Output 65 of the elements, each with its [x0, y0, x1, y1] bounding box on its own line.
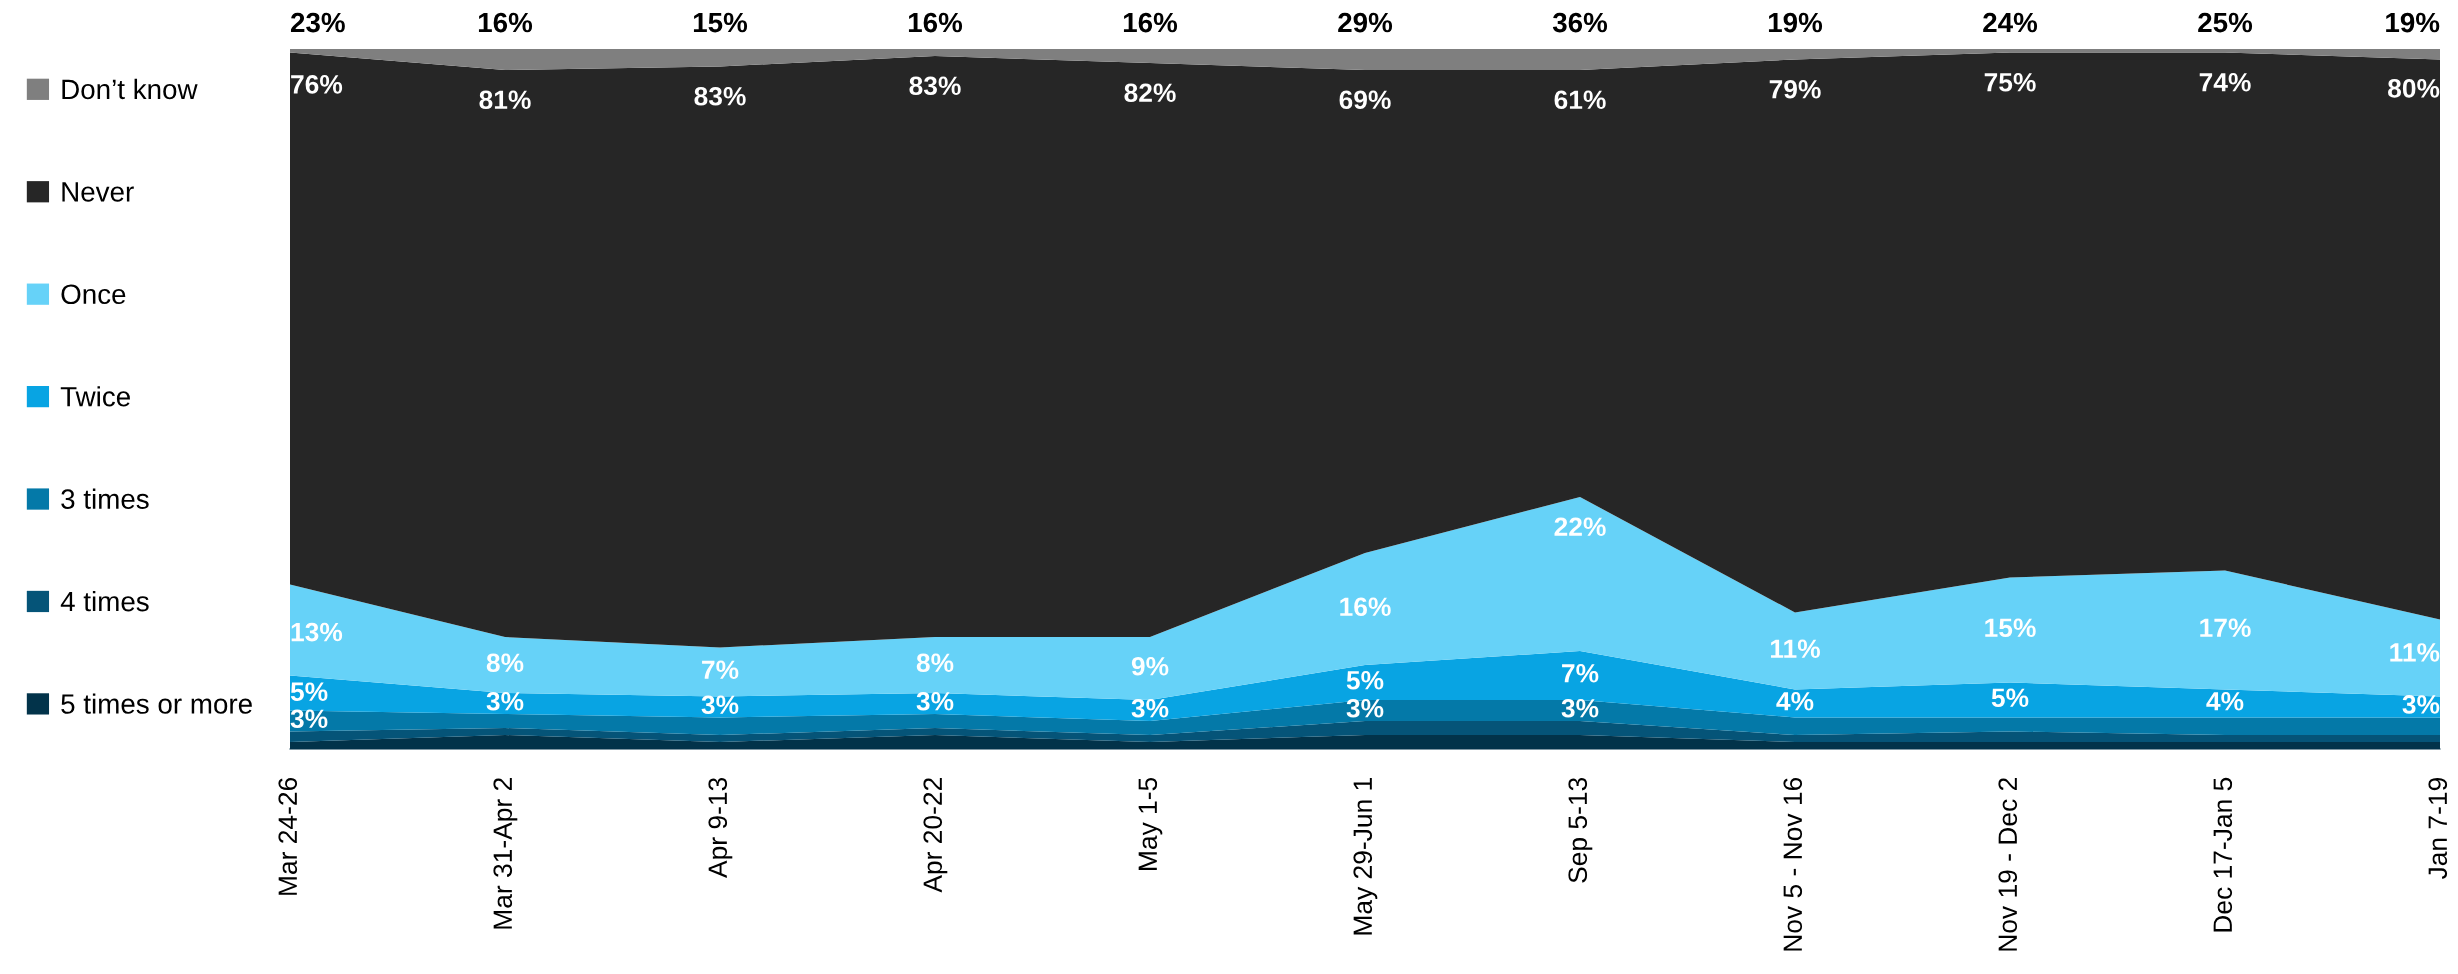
x-tick-label: Sep 5-13: [1568, 777, 1593, 883]
data-label: 13%: [291, 622, 343, 642]
data-label: 15%: [1985, 618, 2036, 638]
data-label: 61%: [1554, 90, 1606, 110]
text: 23%: [290, 12, 345, 33]
data-label: 3%: [290, 709, 328, 729]
data-label: 11%: [2390, 643, 2440, 662]
data-label: 3%: [1131, 698, 1169, 718]
legend-label: 4 times: [60, 590, 149, 612]
text: 16%: [908, 12, 963, 33]
text: 29%: [1338, 12, 1393, 33]
text: 36%: [1552, 12, 1608, 33]
data-label: 11%: [1770, 639, 1820, 659]
data-label: 79%: [1769, 79, 1821, 99]
data-label: 7%: [1562, 663, 1599, 683]
data-label: 83%: [694, 86, 746, 106]
x-tick-label: Nov 5 - Nov 16: [1783, 777, 1803, 951]
x-tick-label: Apr 20-22: [923, 778, 948, 893]
data-label: 5%: [1991, 688, 2029, 708]
data-label: 5%: [290, 682, 328, 702]
data-label: 75%: [1984, 72, 2036, 92]
legend-label: 3 times: [61, 488, 149, 509]
data-label: 4%: [2206, 691, 2244, 711]
text: 15%: [693, 12, 748, 33]
data-label: 80%: [2388, 79, 2440, 98]
x-tick-label: Mar 24-26: [278, 777, 298, 895]
data-label: 5%: [1346, 670, 1384, 690]
x-tick-label: Dec 17-Jan 5: [2213, 777, 2233, 932]
data-label: 74%: [2199, 72, 2251, 92]
legend-label: 5 times or more: [61, 693, 252, 714]
text: 25%: [2198, 12, 2253, 33]
data-label: 3%: [701, 695, 739, 715]
legend-label: Twice: [60, 386, 130, 407]
data-label: 76%: [291, 75, 343, 94]
data-label: 69%: [1339, 90, 1391, 110]
x-tick-label: Jan 7-19: [2428, 778, 2448, 880]
data-label: 83%: [909, 76, 961, 96]
data-label: 8%: [486, 653, 524, 673]
x-tick-label: May 29-Jun 1: [1353, 778, 1378, 935]
text: 24%: [1983, 12, 2038, 33]
data-label: 3%: [1346, 698, 1384, 718]
data-label: 7%: [702, 660, 739, 680]
data-label: 3%: [916, 691, 954, 711]
data-label: 17%: [2200, 618, 2251, 638]
text: 19%: [2386, 12, 2440, 33]
text: 16%: [478, 12, 533, 33]
x-tick-label: Mar 31-Apr 2: [493, 778, 518, 929]
data-label: 3%: [2402, 695, 2440, 714]
data-label: 3%: [1561, 698, 1599, 718]
data-label: 3%: [486, 691, 524, 711]
data-label: 82%: [1124, 83, 1176, 103]
text: 16%: [1123, 12, 1178, 33]
x-tick-label: May 1-5: [1138, 777, 1163, 870]
data-label: 8%: [916, 653, 954, 673]
text: 19%: [1768, 12, 1823, 33]
legend-label: Don’t know: [62, 78, 198, 100]
data-label: 4%: [1776, 691, 1814, 711]
data-label: 16%: [1340, 597, 1391, 617]
legend-label: Once: [61, 284, 126, 305]
legend-label: Never: [62, 182, 134, 202]
x-tick-label: Apr 9-13: [708, 777, 733, 878]
data-label: 81%: [479, 90, 531, 110]
x-tick-label: Nov 19 - Dec 2: [1998, 778, 2018, 951]
data-label: 9%: [1131, 656, 1169, 676]
data-label: 22%: [1554, 517, 1606, 537]
